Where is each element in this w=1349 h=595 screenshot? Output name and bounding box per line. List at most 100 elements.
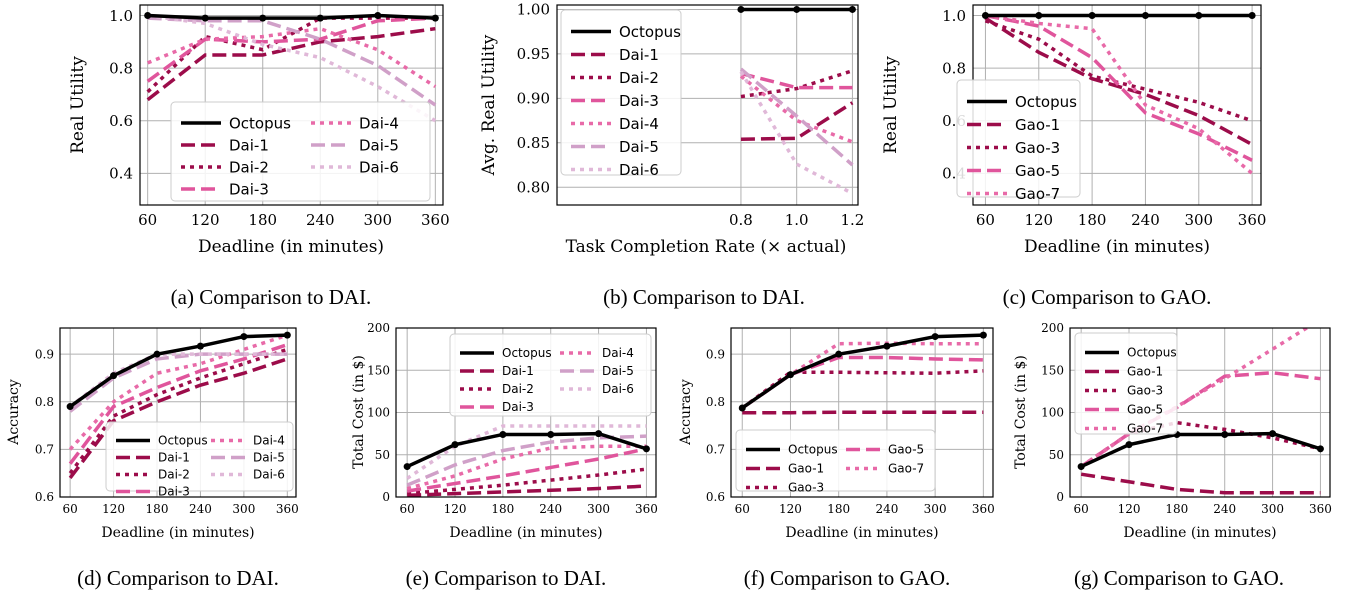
octopus-point <box>835 350 843 358</box>
x-tick-label: 360 <box>972 502 995 516</box>
x-axis-label: Deadline (in minutes) <box>785 525 938 541</box>
octopus-point <box>931 333 939 341</box>
legend-label: Dai-1 <box>619 46 659 64</box>
y-tick-label: 1.0 <box>109 7 133 25</box>
legend-label: Octopus <box>502 346 552 360</box>
y-tick-label: 0.8 <box>109 59 133 77</box>
y-tick-label: 0.6 <box>109 112 133 130</box>
legend-label: Dai-1 <box>502 364 534 378</box>
x-axis-label: Deadline (in minutes) <box>101 525 254 541</box>
y-tick-label: 200 <box>1041 321 1064 335</box>
legend-label: Octopus <box>619 23 681 41</box>
y-axis-label: Total Cost (in $) <box>351 355 367 469</box>
octopus-point <box>240 333 248 341</box>
series-line-dai-4 <box>739 74 854 144</box>
x-tick-label: 180 <box>1165 502 1188 516</box>
y-tick-label: 50 <box>375 448 390 462</box>
y-tick-label: 0.85 <box>517 134 550 152</box>
series-group <box>738 331 987 415</box>
legend-label: Dai-5 <box>253 451 285 465</box>
legend-box <box>560 9 682 176</box>
x-tick-label: 300 <box>924 502 947 516</box>
octopus-point <box>259 14 267 22</box>
plot-frame <box>59 327 297 498</box>
legend-label: Gao-3 <box>1127 384 1163 398</box>
y-tick-label: 0.80 <box>517 178 550 196</box>
legend-label: Gao-7 <box>888 462 924 476</box>
octopus-point <box>1248 12 1256 20</box>
octopus-point <box>316 14 324 22</box>
octopus-point <box>595 430 603 438</box>
octopus-point <box>110 372 118 380</box>
octopus-point <box>786 371 794 379</box>
x-tick-label: 180 <box>248 211 277 229</box>
series-line-dai-1 <box>146 26 436 102</box>
x-tick-label: 240 <box>189 502 212 516</box>
y-tick-label: 100 <box>1041 406 1064 420</box>
legend-label: Dai-3 <box>229 180 269 198</box>
legend-label: Gao-5 <box>1127 403 1163 417</box>
series-group <box>144 12 439 123</box>
legend-label: Gao-7 <box>1127 422 1163 436</box>
x-tick-label: 300 <box>587 502 610 516</box>
octopus-point <box>451 441 459 449</box>
x-tick-label: 360 <box>635 502 658 516</box>
series-line-gao-1 <box>984 16 1253 147</box>
octopus-point <box>883 342 891 350</box>
plot-frame <box>395 327 657 498</box>
plot-frame <box>139 4 444 206</box>
caption-b: (b) Comparison to DAI. <box>603 285 805 309</box>
legend-label: Dai-3 <box>158 485 190 499</box>
octopus-point <box>283 331 291 339</box>
legend-label: Dai-4 <box>359 114 399 132</box>
plot-frame <box>1069 327 1331 498</box>
y-tick-label: 0 <box>1056 490 1064 504</box>
octopus-point <box>153 350 161 358</box>
legend-label: Gao-5 <box>888 443 924 457</box>
legend-label: Dai-4 <box>619 115 659 133</box>
legend-label: Dai-4 <box>253 434 285 448</box>
legend-label: Dai-3 <box>502 400 534 414</box>
octopus-point <box>1077 463 1085 471</box>
y-tick-label: 0 <box>382 490 390 504</box>
y-axis-label: Real Utility <box>68 56 88 154</box>
x-tick-label: 240 <box>1213 502 1236 516</box>
x-tick-label: 60 <box>1074 502 1089 516</box>
series-group <box>737 5 856 195</box>
x-tick-label: 300 <box>363 211 392 229</box>
caption-f: (f) Comparison to GAO. <box>743 566 951 590</box>
legend-label: Octopus <box>158 434 208 448</box>
caption-a: (a) Comparison to DAI. <box>170 285 372 309</box>
x-tick-label: 120 <box>779 502 802 516</box>
legend-label: Dai-6 <box>602 382 634 396</box>
y-tick-label: 1.0 <box>942 7 966 25</box>
y-tick-label: 0.9 <box>706 347 725 361</box>
y-tick-label: 0.8 <box>35 395 54 409</box>
x-tick-label: 240 <box>539 502 562 516</box>
series-line-dai-6 <box>147 13 437 123</box>
legend-label: Dai-1 <box>229 136 269 154</box>
octopus-point <box>1269 430 1277 438</box>
x-axis-label: Deadline (in minutes) <box>449 525 602 541</box>
x-tick-label: 60 <box>62 502 77 516</box>
y-tick-label: 0.8 <box>706 395 725 409</box>
legend-label: Octopus <box>1015 93 1077 111</box>
octopus-point <box>66 403 74 411</box>
x-tick-label: 360 <box>276 502 299 516</box>
octopus-point <box>1141 12 1149 20</box>
legend-label: Dai-4 <box>602 346 634 360</box>
x-tick-label: 1.0 <box>785 211 809 229</box>
series-line-dai-3 <box>68 342 288 465</box>
plot-frame <box>730 327 994 498</box>
y-tick-label: 0.90 <box>517 90 550 108</box>
legend-box <box>170 101 431 202</box>
series-line-gao-7 <box>985 13 1254 175</box>
series-group <box>403 424 650 497</box>
series-line-octopus <box>147 13 436 20</box>
caption-g: (g) Comparison to GAO. <box>1074 566 1284 590</box>
legend-label: Dai-2 <box>502 382 534 396</box>
